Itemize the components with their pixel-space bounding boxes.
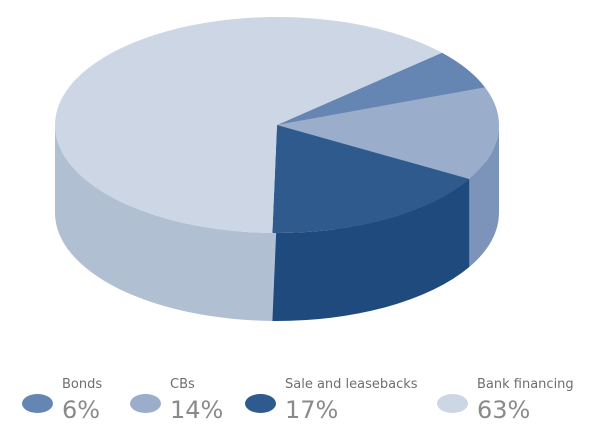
pie-slice-sale-and-leasebacks <box>272 125 470 234</box>
pie-side-sale-and-leasebacks <box>272 178 470 322</box>
legend-value-cbs: 14% <box>170 396 224 424</box>
legend-value-bank-financing: 63% <box>477 396 531 424</box>
pie-side-cbs <box>469 125 500 267</box>
legend-label-bank-financing: Bank financing <box>477 377 574 392</box>
legend: Bonds 6% CBs 14% Sale and leasebacks 17%… <box>22 364 590 430</box>
legend-swatch-bonds <box>22 394 53 413</box>
legend-label-cbs: CBs <box>170 377 195 392</box>
legend-label-bonds: Bonds <box>62 377 103 392</box>
pie-slice-bonds <box>277 52 486 125</box>
pie-slice-cbs <box>277 87 500 179</box>
legend-swatch-sale-and-leasebacks <box>245 394 276 413</box>
legend-value-bonds: 6% <box>62 396 101 424</box>
pie-chart <box>54 17 500 322</box>
pie-tops <box>55 17 500 234</box>
pie-side-bank-financing <box>54 125 273 321</box>
legend-swatch-cbs <box>130 394 161 413</box>
legend-swatch-bank-financing <box>437 394 468 413</box>
pie-slice-bank-financing <box>55 17 442 233</box>
legend-label-sale-and-leasebacks: Sale and leasebacks <box>285 377 418 392</box>
legend-value-sale-and-leasebacks: 17% <box>285 396 339 424</box>
